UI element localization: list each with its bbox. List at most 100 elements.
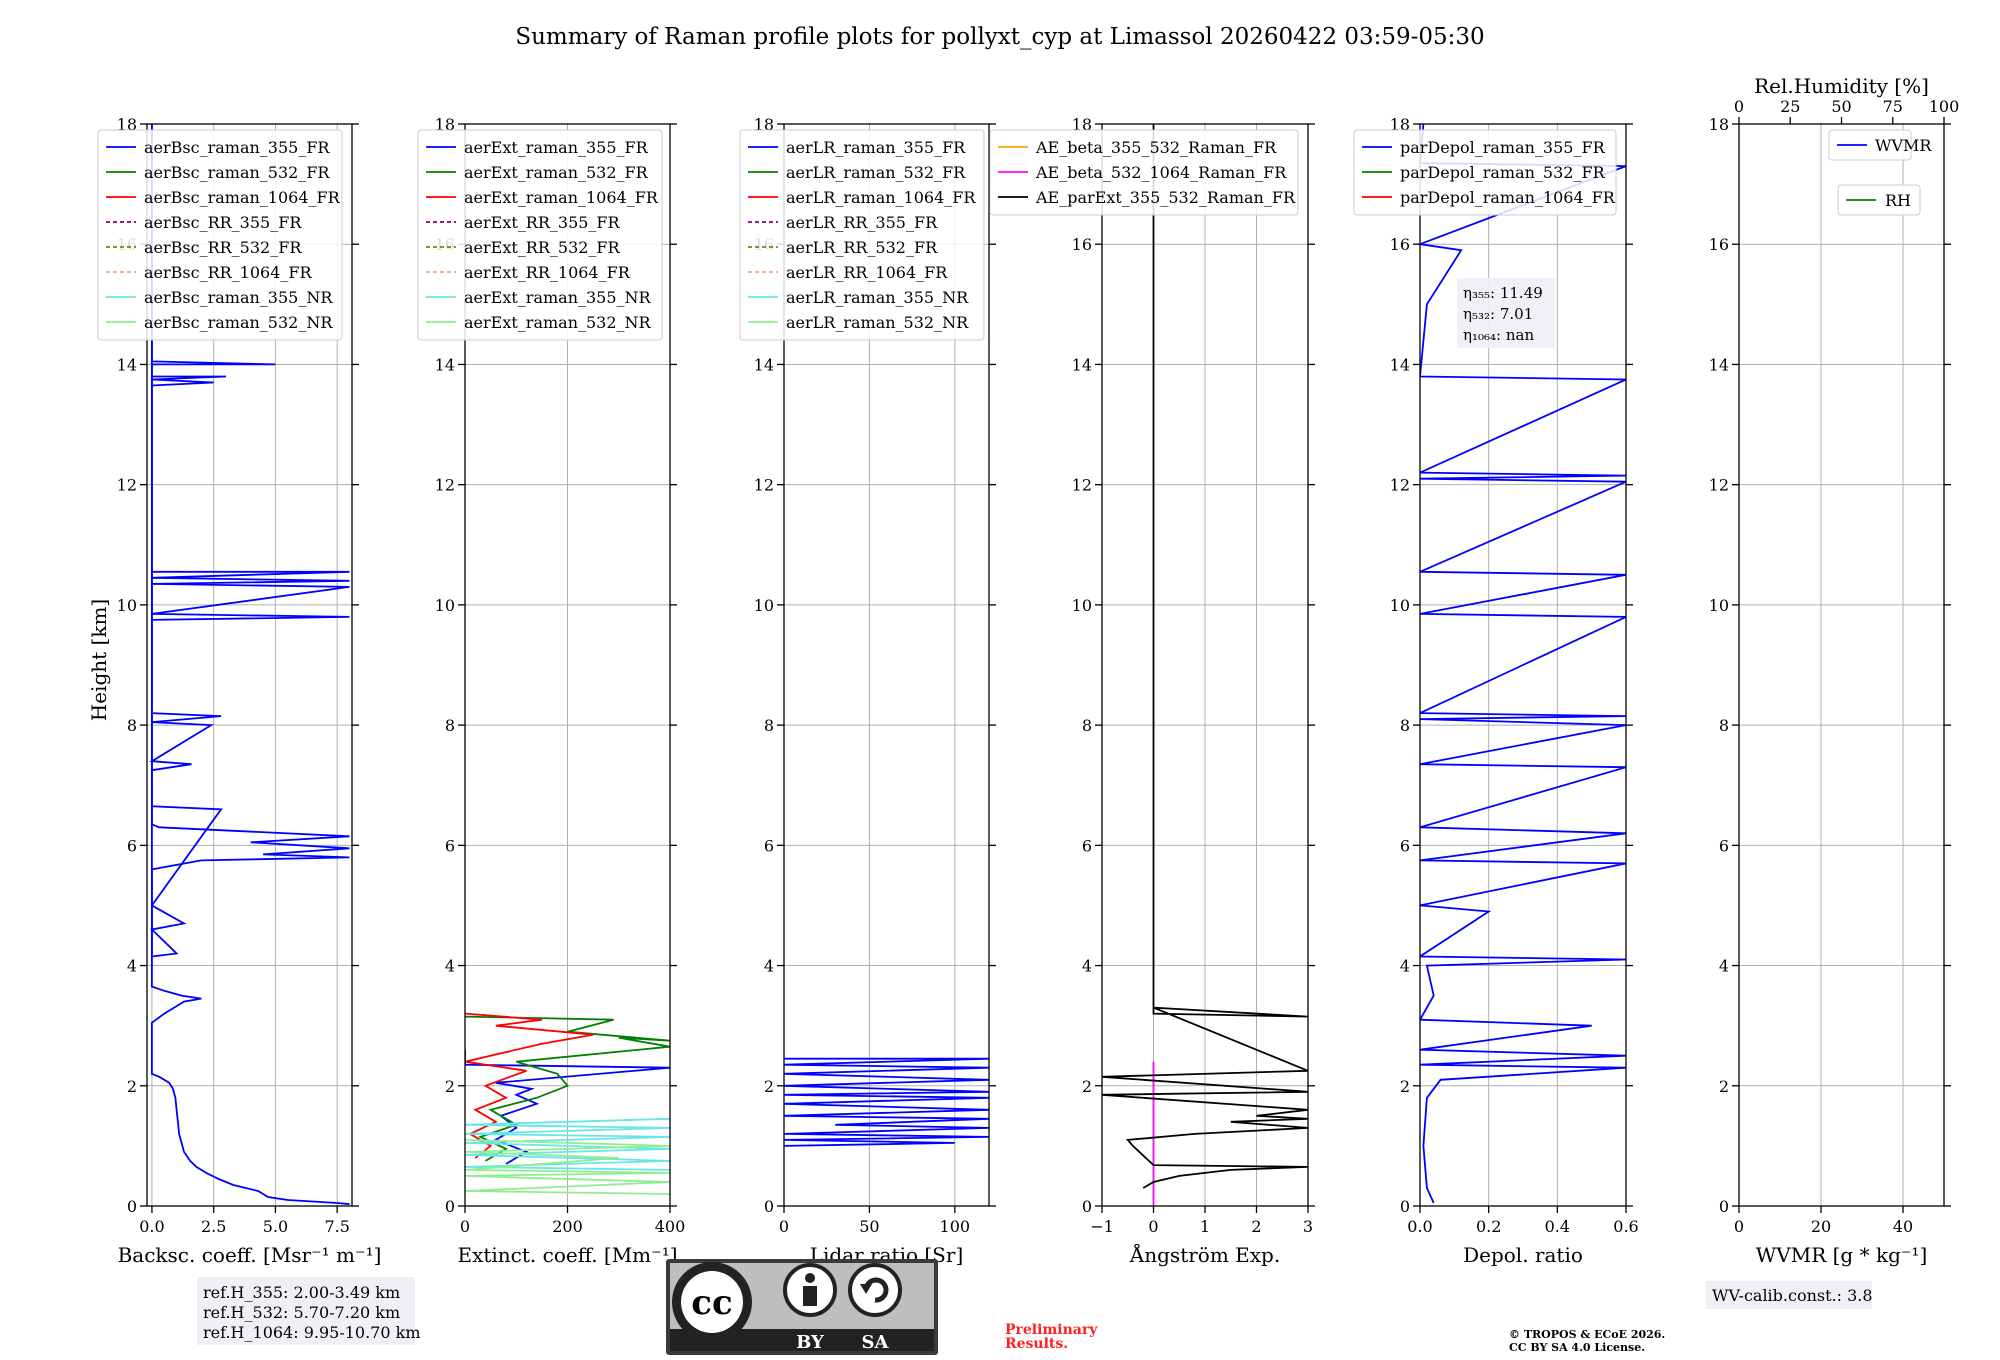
- top-axis-label: Rel.Humidity [%]: [1754, 74, 1929, 98]
- legend-label: WVMR: [1875, 136, 1932, 155]
- series-AE_parExt_355_532_Raman_FR: [1102, 124, 1308, 1189]
- y-tick-label: 0: [445, 1197, 455, 1216]
- ref-height-line: ref.H_532: 5.70-7.20 km: [203, 1303, 400, 1322]
- legend: parDepol_raman_355_FR parDepol_raman_532_…: [1353, 129, 1617, 216]
- y-tick-label: 10: [435, 596, 455, 615]
- legend: aerLR_raman_355_FR aerLR_raman_532_FR aerL…: [739, 129, 985, 341]
- x-axis-label: Depol. ratio: [1463, 1243, 1583, 1267]
- x-tick-label: 0.0: [1407, 1217, 1432, 1236]
- y-tick-label: 6: [764, 836, 774, 855]
- y-tick-label: 0: [1400, 1197, 1410, 1216]
- y-tick-label: 8: [127, 716, 137, 735]
- axes-frame: [783, 123, 990, 1207]
- legend-label: aerLR_raman_355_NR: [786, 288, 969, 307]
- x-tick-label: 0: [1734, 1217, 1744, 1236]
- y-tick-label: 12: [1709, 476, 1729, 495]
- series-aerLR_raman_355_FR: [784, 1057, 989, 1147]
- top-x-tick-label: 50: [1831, 97, 1851, 116]
- y-tick-label: 6: [445, 836, 455, 855]
- eta-line: η₃₅₅: 11.49: [1463, 284, 1543, 302]
- top-x-tick-label: 100: [1929, 97, 1960, 116]
- y-tick-label: 10: [1709, 596, 1729, 615]
- legend-label: aerExt_RR_1064_FR: [464, 263, 631, 282]
- legend: aerExt_raman_355_FR aerExt_raman_532_FRae…: [417, 129, 663, 341]
- x-tick-label: 0: [460, 1217, 470, 1236]
- y-tick-label: 10: [117, 596, 137, 615]
- y-tick-label: 4: [764, 957, 774, 976]
- y-tick-label: 6: [1082, 836, 1092, 855]
- sa-share-icon: [848, 1263, 902, 1317]
- eta-annotation: η₃₅₅: 11.49 η₅₃₂: 7.01 η₁₀₆₄: nan: [1457, 278, 1555, 348]
- y-tick-label: 14: [435, 355, 455, 374]
- x-tick-label: 2: [1251, 1217, 1261, 1236]
- y-tick-label: 14: [754, 355, 774, 374]
- legend-label: parDepol_raman_532_FR: [1400, 163, 1606, 182]
- legend-label: AE_parExt_355_532_Raman_FR: [1035, 188, 1296, 207]
- axes-frame: [1419, 123, 1627, 1207]
- x-tick-label: 7.5: [324, 1217, 349, 1236]
- legend-label: aerBsc_raman_1064_FR: [144, 188, 341, 207]
- x-tick-label: 0.2: [1476, 1217, 1501, 1236]
- copyright-notice: © TROPOS & ECoE 2026.: [1509, 1328, 1665, 1341]
- y-tick-label: 8: [1082, 716, 1092, 735]
- legend-label: aerExt_RR_355_FR: [464, 213, 621, 232]
- legend-label: aerBsc_raman_355_FR: [144, 138, 330, 157]
- y-tick-label: 2: [1719, 1077, 1729, 1096]
- x-tick-label: 40: [1893, 1217, 1913, 1236]
- y-tick-label: 8: [764, 716, 774, 735]
- cc-sa-label: SA: [862, 1332, 890, 1353]
- ref-height-line: ref.H_355: 2.00-3.49 km: [203, 1283, 400, 1302]
- cc-by-sa-logo: cc BY SA: [666, 1259, 938, 1355]
- y-tick-label: 14: [1390, 355, 1410, 374]
- y-tick-label: 8: [445, 716, 455, 735]
- legend-label: aerExt_raman_532_FR: [464, 163, 649, 182]
- ref-height-box: ref.H_355: 2.00-3.49 km ref.H_532: 5.70-…: [197, 1277, 421, 1345]
- x-tick-label: 50: [859, 1217, 879, 1236]
- y-tick-label: 18: [117, 115, 137, 134]
- legend-label: aerLR_RR_532_FR: [786, 238, 938, 257]
- series-aerExt_raman_532_NR: [465, 1139, 670, 1195]
- legend-label: aerExt_raman_355_FR: [464, 138, 649, 157]
- legend-label: parDepol_raman_1064_FR: [1400, 188, 1616, 207]
- panel-wvmr: 0 2 4 6 8 10 12 14 16 18 0 20 40 WVMR [g * kg⁻¹] 0 25 50…: [1709, 74, 1960, 1267]
- legend: AE_beta_355_532_Raman_FR AE_beta_532_1064…: [989, 129, 1299, 216]
- y-tick-label: 6: [1400, 836, 1410, 855]
- top-x-tick-label: 75: [1883, 97, 1903, 116]
- y-tick-label: 10: [754, 596, 774, 615]
- x-tick-label: 0: [779, 1217, 789, 1236]
- legend: WVMR RH: [1828, 129, 1932, 216]
- y-tick-label: 18: [1072, 115, 1092, 134]
- preliminary-label: Results.: [1005, 1336, 1068, 1352]
- figure-title: Summary of Raman profile plots for polly…: [515, 24, 1484, 50]
- x-tick-label: 20: [1811, 1217, 1831, 1236]
- series-aerBsc_raman_355_FR: [150, 124, 350, 1206]
- y-tick-label: 16: [1072, 235, 1092, 254]
- y-tick-label: 4: [1400, 957, 1410, 976]
- x-tick-label: −1: [1090, 1217, 1114, 1236]
- eta-line: η₁₀₆₄: nan: [1463, 326, 1534, 344]
- legend-label: AE_beta_532_1064_Raman_FR: [1035, 163, 1287, 182]
- legend-label: aerLR_raman_1064_FR: [786, 188, 976, 207]
- height-axis-label: Height [km]: [87, 599, 111, 721]
- y-tick-label: 14: [1709, 355, 1729, 374]
- legend-label: aerLR_RR_1064_FR: [786, 263, 948, 282]
- y-tick-label: 12: [754, 476, 774, 495]
- x-tick-label: 0: [1148, 1217, 1158, 1236]
- x-axis-label: Extinct. coeff. [Mm⁻¹]: [457, 1243, 677, 1267]
- x-tick-label: 1: [1200, 1217, 1210, 1236]
- x-tick-label: 0.6: [1613, 1217, 1638, 1236]
- x-tick-label: 0.4: [1545, 1217, 1570, 1236]
- y-tick-label: 2: [764, 1077, 774, 1096]
- y-tick-label: 14: [117, 355, 137, 374]
- panel-lidar_ratio: 024681012141618050100Lidar ratio [Sr]aer…: [739, 115, 996, 1267]
- x-tick-label: 3: [1303, 1217, 1313, 1236]
- legend-label: aerBsc_RR_532_FR: [144, 238, 302, 257]
- y-tick-label: 2: [1082, 1077, 1092, 1096]
- legend-label: aerExt_raman_1064_FR: [464, 188, 659, 207]
- y-tick-label: 4: [1719, 957, 1729, 976]
- legend-label: aerLR_RR_355_FR: [786, 213, 938, 232]
- svg-text:cc: cc: [691, 1283, 732, 1323]
- y-tick-label: 2: [127, 1077, 137, 1096]
